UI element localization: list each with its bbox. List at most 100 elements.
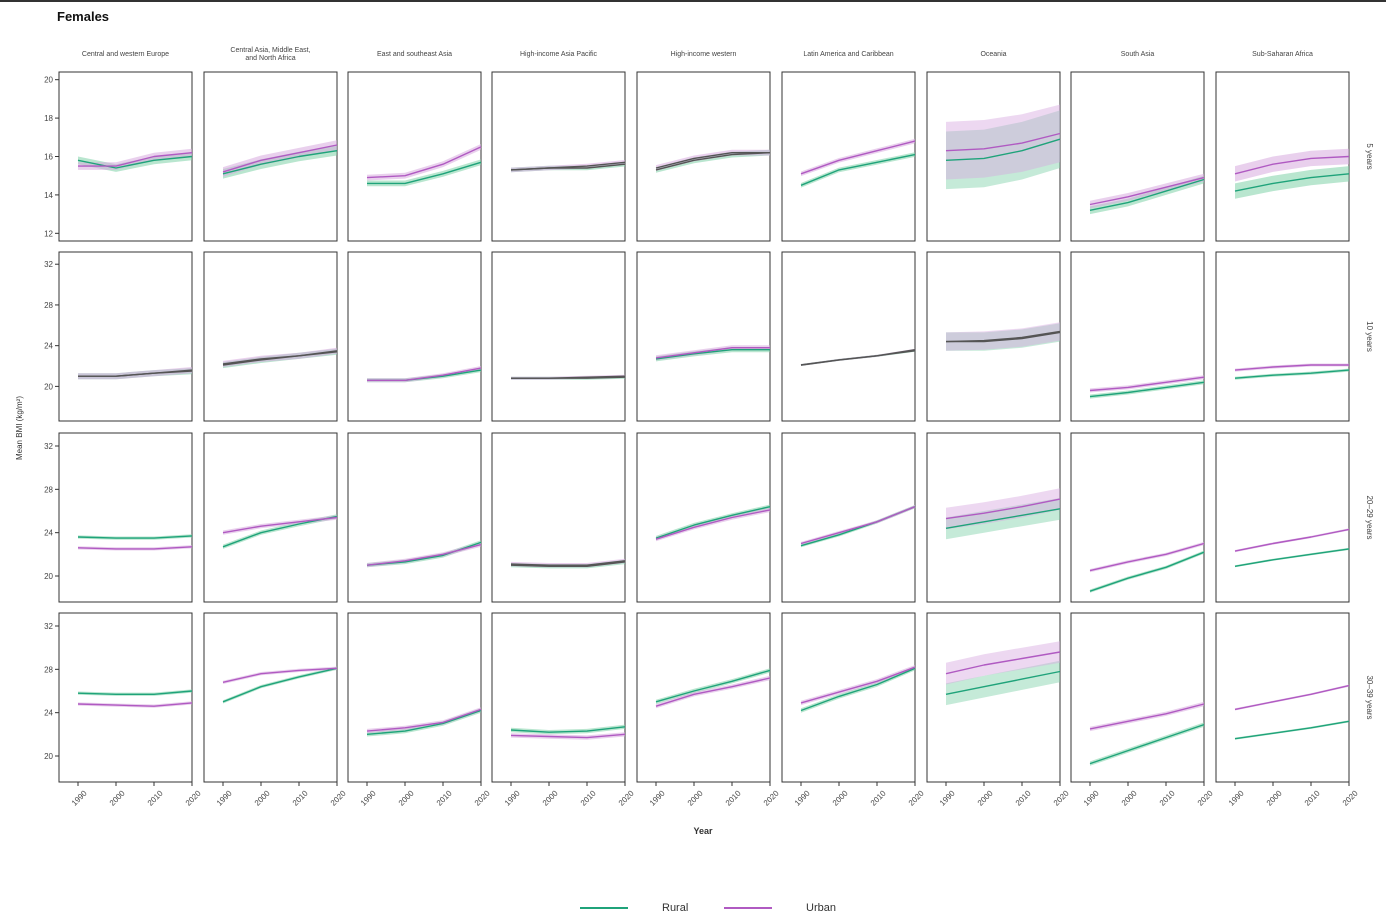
y-tick-label: 28: [44, 665, 53, 674]
x-tick-label: 1990: [648, 788, 667, 807]
x-tick-label: 2000: [976, 788, 995, 807]
x-tick-label: 2020: [184, 788, 203, 807]
panel-south-asia-5-years: [1070, 71, 1205, 242]
strip-label-high-income-western: High-income western: [671, 51, 737, 58]
ci-band-urban: [78, 148, 192, 170]
ci-band-urban: [1235, 148, 1349, 182]
panel-oceania-30-39-years: [926, 612, 1061, 783]
ci-band-rural: [801, 152, 915, 188]
x-tick-label: 1990: [70, 788, 89, 807]
x-tick-label: 2010: [1303, 788, 1322, 807]
series-line-rural: [510, 726, 626, 733]
series-line-urban: [222, 350, 338, 365]
ci-band-rural: [656, 347, 770, 362]
y-tick-label: 20: [44, 752, 53, 761]
x-tick-label: 2010: [291, 788, 310, 807]
panel-high-income-western-20-29-years: [636, 432, 771, 603]
x-tick-label: 2010: [435, 788, 454, 807]
row-label-20-29-years: 20–29 years: [1365, 495, 1374, 539]
panel-east-and-southeast-asia-20-29-years: [347, 432, 482, 603]
panel-sub-saharan-africa-10-years: [1215, 251, 1350, 422]
ci-band-urban: [367, 366, 481, 383]
y-tick-label: 32: [44, 260, 53, 269]
x-tick-label: 2010: [1158, 788, 1177, 807]
series-line-urban: [510, 560, 626, 566]
strip-label-east-and-southeast-asia: East and southeast Asia: [377, 51, 452, 58]
y-tick-label: 20: [44, 382, 53, 391]
y-tick-label: 12: [44, 229, 53, 238]
series-line-urban: [800, 506, 916, 545]
panel-high-income-asia-pacific-30-39-years: [491, 612, 626, 783]
series-line-rural: [800, 153, 916, 186]
panel-east-and-southeast-asia-10-years: [347, 251, 482, 422]
ci-band-urban: [946, 104, 1060, 180]
series-line-urban: [1089, 542, 1205, 572]
panel-latin-america-and-caribbean-10-years: [781, 251, 916, 422]
series-line-urban: [510, 733, 626, 739]
series-line-rural: [1089, 178, 1205, 211]
panel-sub-saharan-africa-20-29-years: [1215, 432, 1350, 603]
series-line-rural: [655, 152, 771, 171]
series-line-urban: [945, 651, 1061, 675]
ci-band-urban: [946, 322, 1060, 351]
strip-label-south-asia: South Asia: [1121, 51, 1155, 58]
ci-band-rural: [946, 110, 1060, 190]
series-line-rural: [945, 138, 1061, 161]
ci-band-urban: [223, 140, 337, 177]
series-line-rural: [800, 667, 916, 712]
strip-label-central-asia-middle-east-and-north-africa-line2: and North Africa: [245, 55, 295, 62]
series-line-urban: [1234, 684, 1350, 711]
y-tick-label: 14: [44, 191, 53, 200]
y-tick-label: 18: [44, 114, 53, 123]
panel-sub-saharan-africa-30-39-years: [1215, 612, 1350, 783]
x-tick-label: 1990: [938, 788, 957, 807]
series-line-rural: [366, 709, 482, 735]
strip-label-sub-saharan-africa: Sub-Saharan Africa: [1252, 51, 1313, 58]
series-line-rural: [655, 506, 771, 539]
series-line-rural: [945, 508, 1061, 529]
ci-band-rural: [656, 149, 770, 173]
strip-label-latin-america-and-caribbean: Latin America and Caribbean: [803, 51, 893, 58]
x-tick-label: 1990: [359, 788, 378, 807]
x-tick-label: 2020: [907, 788, 926, 807]
panel-high-income-asia-pacific-5-years: [491, 71, 626, 242]
series-line-urban: [77, 546, 193, 550]
series-line-urban: [77, 702, 193, 707]
series-line-urban: [655, 152, 770, 169]
series-line-urban: [1234, 528, 1350, 552]
ci-band-rural: [801, 666, 915, 713]
series-line-urban: [945, 132, 1061, 152]
x-tick-label: 2010: [869, 788, 888, 807]
series-line-rural: [1089, 381, 1205, 398]
series-line-urban: [222, 667, 338, 683]
ci-band-urban: [367, 542, 481, 568]
series-line-urban: [655, 509, 771, 540]
x-tick-label: 2000: [1120, 788, 1139, 807]
x-tick-label: 1990: [503, 788, 522, 807]
y-tick-label: 28: [44, 301, 53, 310]
strip-label-central-and-western-europe: Central and western Europe: [82, 51, 169, 58]
series-line-rural: [510, 561, 626, 567]
panel-latin-america-and-caribbean-30-39-years: [781, 612, 916, 783]
series-line-urban: [1234, 155, 1350, 175]
panel-central-asia-middle-east-and-north-africa-20-29-years: [203, 432, 338, 603]
row-label-10-years: 10 years: [1365, 321, 1374, 352]
x-tick-label: 2020: [1052, 788, 1071, 807]
x-tick-label: 2020: [762, 788, 781, 807]
series-line-rural: [1234, 369, 1350, 379]
ci-band-urban: [511, 732, 625, 740]
series-line-urban: [800, 666, 916, 704]
ci-band-rural: [1235, 166, 1349, 199]
ci-band-urban: [946, 488, 1060, 530]
legend-swatch-urban: [724, 907, 772, 909]
x-tick-label: 2000: [831, 788, 850, 807]
x-tick-label: 1990: [1227, 788, 1246, 807]
panel-high-income-asia-pacific-20-29-years: [491, 432, 626, 603]
series-line-urban: [511, 375, 626, 379]
panel-central-asia-middle-east-and-north-africa-30-39-years: [203, 612, 338, 783]
x-tick-label: 2000: [686, 788, 705, 807]
series-line-rural: [655, 349, 770, 360]
ci-band-urban: [367, 707, 481, 734]
series-line-urban: [655, 347, 770, 359]
x-tick-label: 2010: [579, 788, 598, 807]
